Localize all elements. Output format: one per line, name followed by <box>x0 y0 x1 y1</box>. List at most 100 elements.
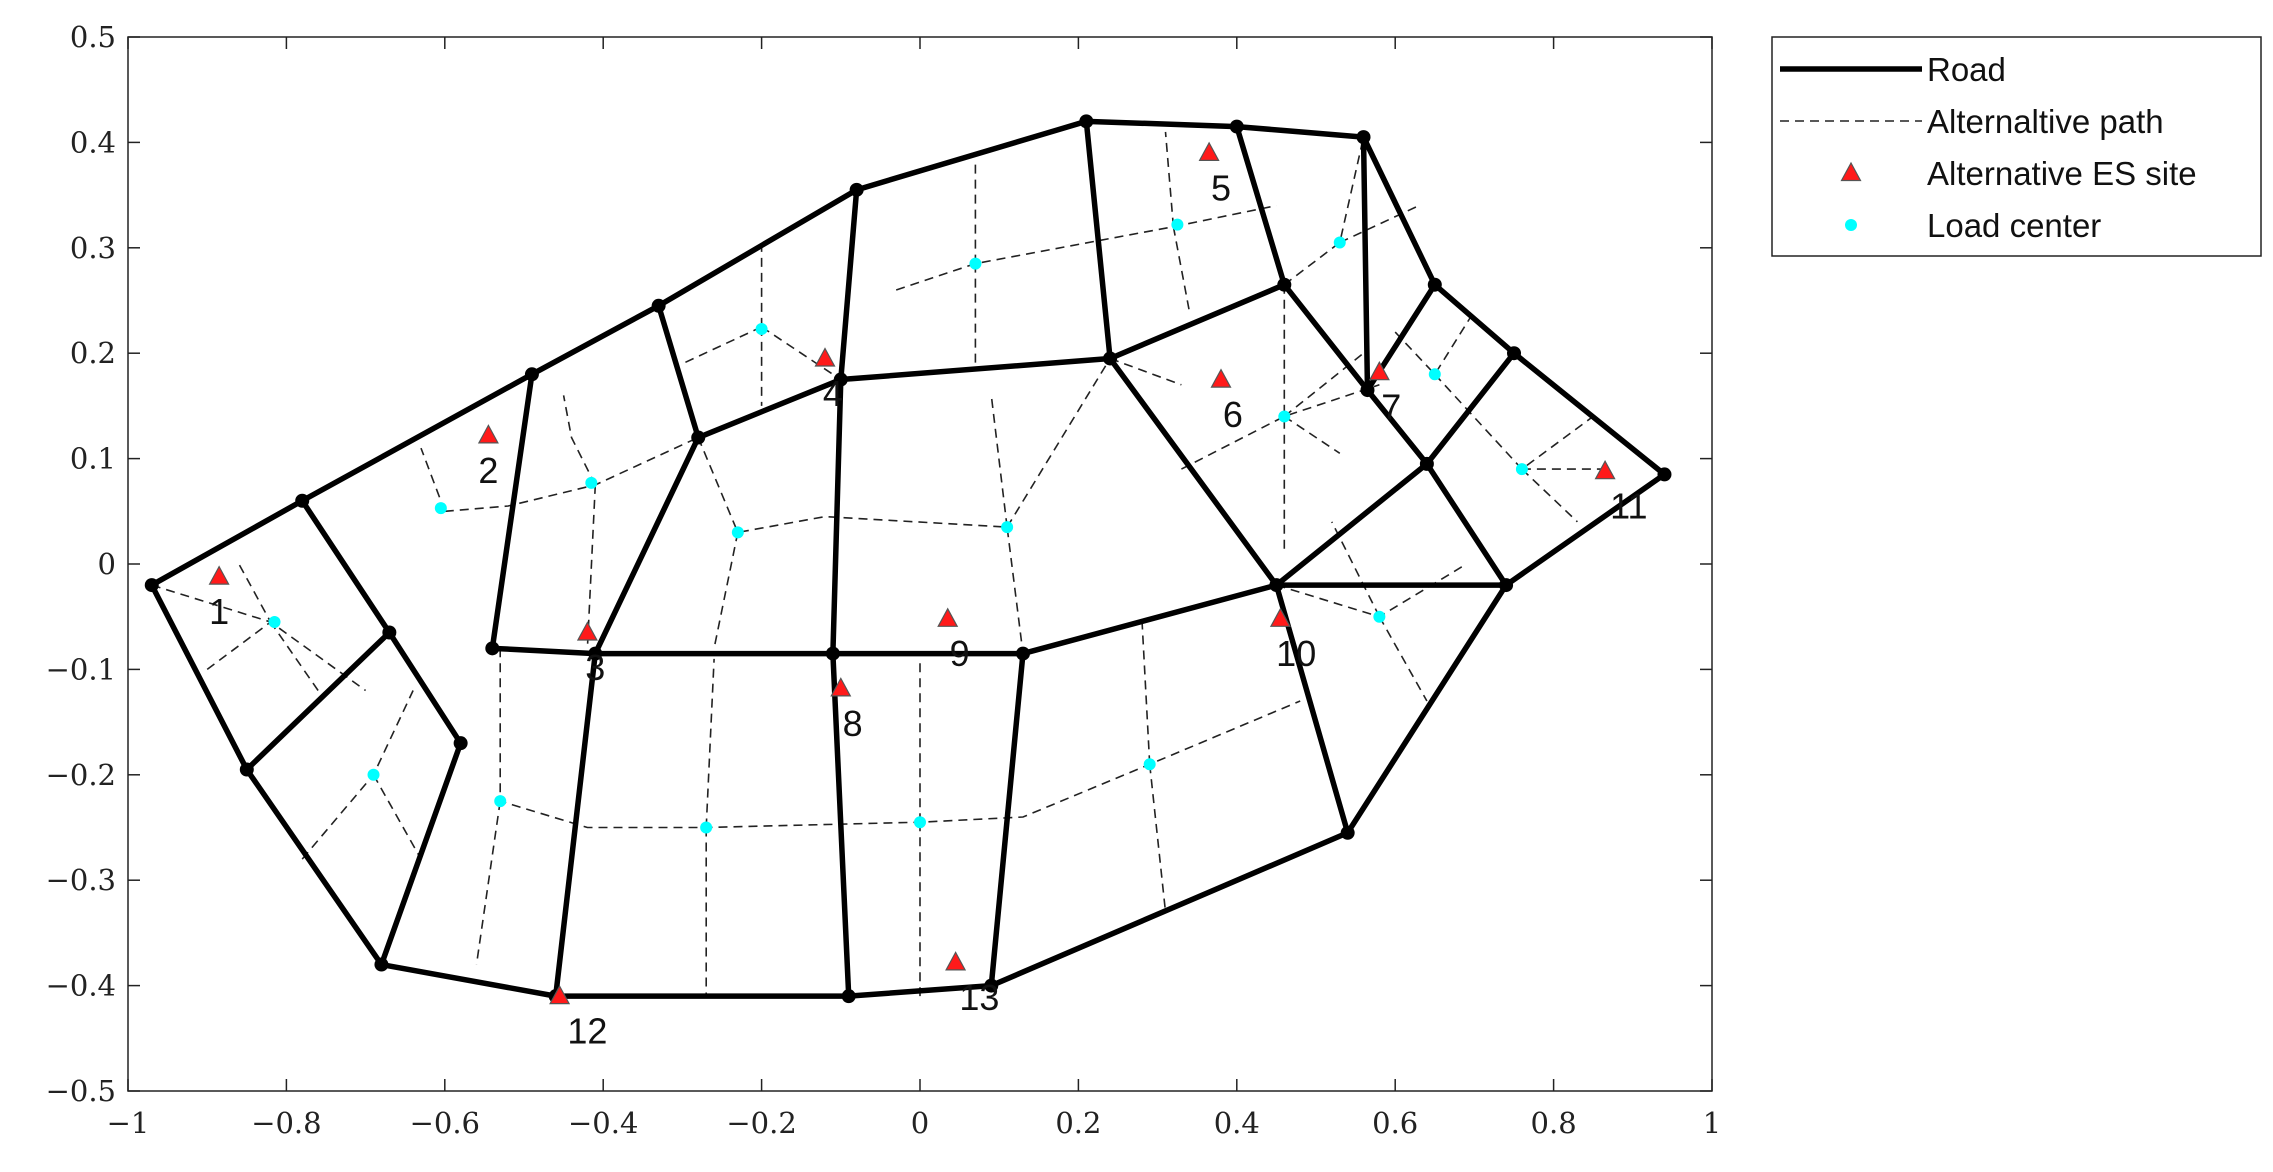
x-tick-label: 0.4 <box>1214 1106 1260 1140</box>
y-tick-label: 0.5 <box>70 20 116 54</box>
alternative-path-5 <box>372 774 422 860</box>
alternative-path-36 <box>1283 136 1365 286</box>
alternative-path-43 <box>1378 616 1428 702</box>
es-site-label-2: 2 <box>478 450 498 491</box>
es-site-label-10: 10 <box>1276 633 1316 674</box>
road-segment-5 <box>853 118 1090 193</box>
road-node <box>1499 578 1514 593</box>
load-center-18 <box>1143 758 1156 771</box>
road-segment-19 <box>299 498 393 636</box>
ticks-layer: −1 −0.8 −0.6 −0.4 −0.2 0 0.2 0.4 0.6 0.8 1 0.5 0.4 0.… <box>46 20 1722 1140</box>
es-site-label-3: 3 <box>585 647 605 688</box>
load-center-2 <box>367 768 380 781</box>
road-segment-27 <box>1020 582 1280 657</box>
alternative-path-40 <box>1521 468 1578 523</box>
x-tick-label: 0.2 <box>1055 1106 1101 1140</box>
road-segment-7 <box>1234 123 1367 140</box>
es-site-label-12: 12 <box>567 1011 607 1052</box>
alternative-path-13 <box>705 658 715 828</box>
alternative-path-44 <box>1331 521 1381 618</box>
es-site-marker-9 <box>937 607 959 627</box>
es-site-marker-7 <box>1368 360 1390 381</box>
x-tick-label: −1 <box>107 1106 150 1140</box>
load-center-4 <box>585 476 598 489</box>
y-tick-label: 0.4 <box>70 125 116 159</box>
alternative-path-26 <box>895 204 1277 291</box>
road-segment-48 <box>1424 350 1517 467</box>
x-tick-label: −0.2 <box>726 1106 796 1140</box>
alternative-path-29 <box>1164 131 1175 227</box>
road-segment-29 <box>655 303 701 441</box>
alternative-path-19 <box>713 532 739 649</box>
es-site-label-9: 9 <box>950 633 970 674</box>
road-segment-9 <box>1432 281 1517 356</box>
road-segment-42 <box>552 650 599 999</box>
x-tick-label: −0.4 <box>568 1106 638 1140</box>
road-node <box>239 762 254 777</box>
road-node <box>1229 119 1244 134</box>
road-node <box>1419 456 1434 471</box>
alternative-path-11 <box>475 800 501 965</box>
y-tick-label: −0.3 <box>46 863 116 897</box>
road-segment-34 <box>1364 387 1430 467</box>
x-tick-label: 0.6 <box>1372 1106 1418 1140</box>
road-node <box>1015 646 1030 661</box>
load-center-13 <box>1278 410 1291 423</box>
road-segment-2 <box>299 371 535 504</box>
y-tick-label: 0.3 <box>70 231 116 265</box>
road-node <box>1657 467 1672 482</box>
road-segment-24 <box>489 645 599 657</box>
road-segment-20 <box>244 629 393 773</box>
x-tick-label: 0.8 <box>1531 1106 1577 1140</box>
alternative-path-1 <box>151 584 367 692</box>
road-segment-37 <box>1083 118 1113 362</box>
alternative-path-30 <box>1172 226 1191 312</box>
road-node <box>1360 383 1375 398</box>
road-node <box>849 182 864 197</box>
road-segment-39 <box>830 376 844 657</box>
road-segment-11 <box>1503 471 1668 588</box>
road-node <box>453 736 468 751</box>
road-segment-6 <box>1083 118 1240 130</box>
es-site-marker-6 <box>1210 368 1232 388</box>
y-tick-label: −0.5 <box>46 1074 116 1108</box>
alternative-path-3 <box>269 621 319 691</box>
alternative-path-31 <box>1109 357 1182 386</box>
x-tick-label: −0.6 <box>410 1106 480 1140</box>
road-node <box>1427 277 1442 292</box>
road-segment-18 <box>149 582 250 773</box>
road-node <box>984 978 999 993</box>
road-segment-44 <box>1107 355 1280 588</box>
es-site-marker-11 <box>1594 459 1616 480</box>
es-site-marker-5 <box>1198 141 1220 161</box>
es-site-marker-13 <box>945 951 967 971</box>
alternative-paths-layer <box>151 131 1602 997</box>
es-site-label-7: 7 <box>1381 387 1401 428</box>
load-center-7 <box>914 816 926 829</box>
alternative-path-21 <box>1006 358 1111 528</box>
road-segment-4 <box>655 187 860 309</box>
es-site-label-1: 1 <box>209 591 229 632</box>
road-node <box>1356 130 1371 145</box>
alternative-path-6 <box>444 436 699 513</box>
road-segment-49 <box>1273 461 1430 588</box>
es-site-marker-3 <box>576 621 598 641</box>
legend-label-path: Alternaltive path <box>1927 103 2164 140</box>
y-tick-label: −0.1 <box>46 652 116 686</box>
road-segment-43 <box>592 434 701 657</box>
road-segment-32 <box>1107 281 1288 362</box>
alternative-path-34 <box>1283 415 1341 454</box>
alternative-path-35 <box>1283 352 1364 418</box>
road-segment-1 <box>149 498 305 588</box>
road-segment-41 <box>988 650 1026 989</box>
alternative-path-17 <box>1141 616 1151 765</box>
x-tick-label: 0 <box>911 1106 929 1140</box>
road-segment-12 <box>1344 582 1509 836</box>
road-segment-21 <box>386 629 464 746</box>
y-tick-label: −0.2 <box>46 758 116 792</box>
alternative-path-7 <box>420 447 446 512</box>
alternative-path-20 <box>990 395 1008 528</box>
road-node <box>833 372 848 387</box>
road-node <box>524 367 539 382</box>
